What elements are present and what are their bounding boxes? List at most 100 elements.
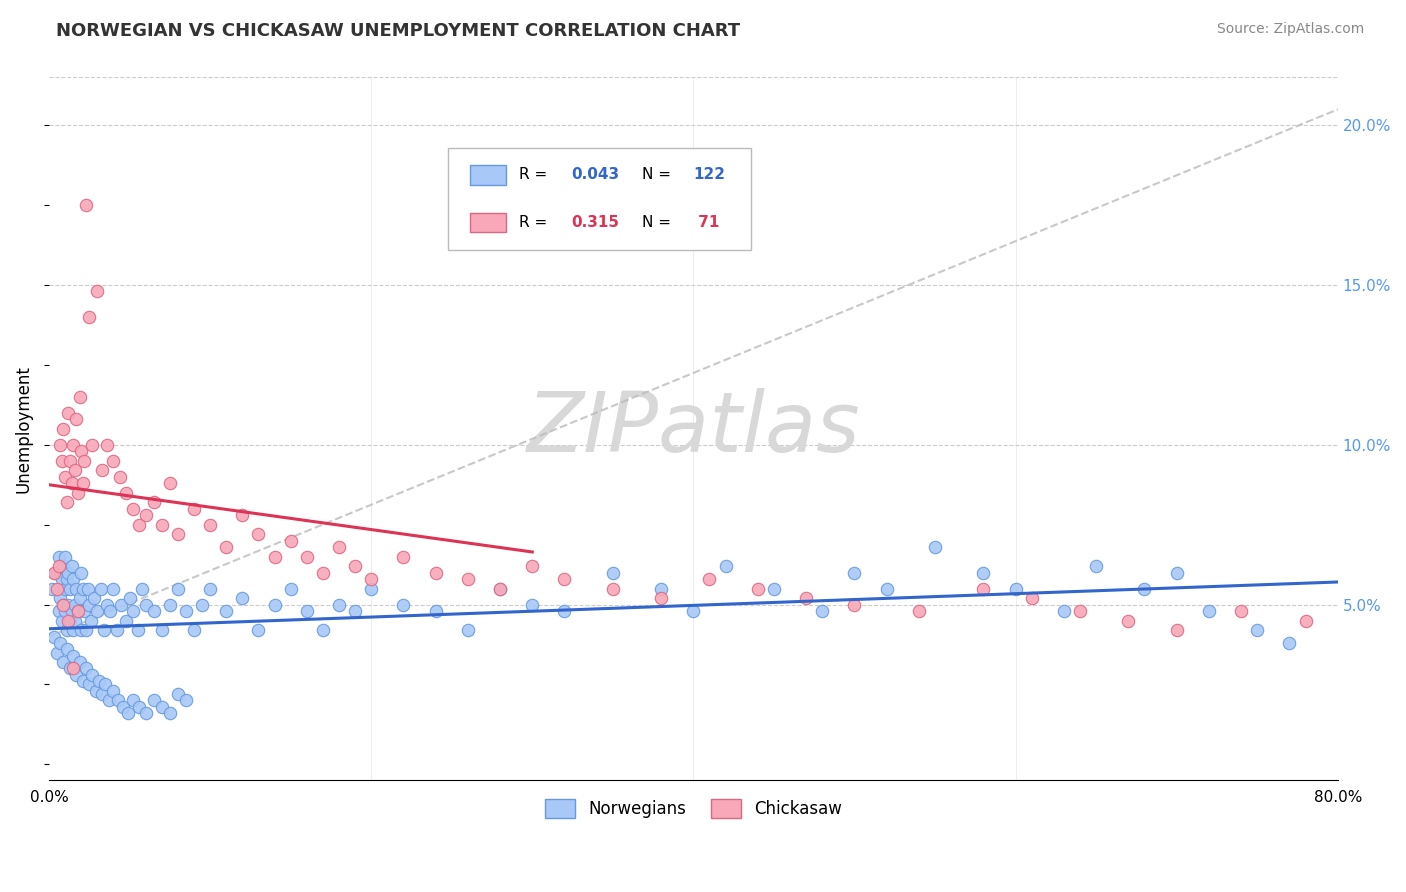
Point [553,572,575,586]
Point [66,604,89,618]
Point [53,470,76,484]
Point [86,604,108,618]
Point [77,310,100,324]
Point [183,501,205,516]
Point [63,598,86,612]
Point [263,598,285,612]
Point [489,582,512,596]
Point [105,623,128,637]
Point [84,683,107,698]
Y-axis label: Unemployment: Unemployment [15,365,32,492]
Point [198,517,221,532]
Point [166,687,188,701]
Point [108,470,131,484]
Point [231,591,253,606]
Point [247,623,270,637]
Point [908,604,931,618]
Point [115,485,138,500]
Point [166,582,188,596]
Point [62,438,84,452]
Point [425,604,447,618]
Point [44,566,66,580]
FancyBboxPatch shape [471,165,506,185]
Point [112,699,135,714]
Point [69,591,91,606]
Point [77,677,100,691]
Point [83,591,105,606]
Point [48,549,70,564]
Point [425,566,447,580]
Point [52,655,75,669]
Point [82,668,104,682]
Point [215,540,238,554]
Point [794,591,817,606]
Point [1085,559,1108,574]
Point [65,668,87,682]
Point [94,677,117,691]
Point [46,582,69,596]
Point [80,614,103,628]
Point [91,463,114,477]
Point [844,598,866,612]
Point [52,598,75,612]
Point [1230,604,1253,618]
Point [142,693,165,707]
Text: N =: N = [641,215,676,230]
Point [159,706,181,721]
Point [135,706,157,721]
Point [72,582,94,596]
Point [150,699,173,714]
Point [96,438,118,452]
Point [117,706,139,721]
Point [159,476,181,491]
Point [87,674,110,689]
Point [159,598,181,612]
Point [62,572,84,586]
Point [166,527,188,541]
Point [63,463,86,477]
Point [650,591,672,606]
Point [103,454,125,468]
Point [53,582,76,596]
Point [51,454,73,468]
Point [1069,604,1091,618]
Point [76,582,98,596]
Point [96,598,118,612]
Point [52,422,75,436]
Point [58,598,80,612]
Point [602,582,624,596]
Point [59,614,82,628]
Point [972,582,994,596]
Point [344,604,367,618]
Point [392,598,415,612]
Point [127,623,149,637]
Text: ZIPatlas: ZIPatlas [527,388,860,469]
Point [51,572,73,586]
Point [58,614,80,628]
FancyBboxPatch shape [471,212,506,232]
Point [312,566,335,580]
Point [972,566,994,580]
Point [69,655,91,669]
Point [121,693,143,707]
Point [811,604,834,618]
Text: R =: R = [519,168,553,183]
Point [762,582,785,596]
Text: 71: 71 [693,215,720,230]
Point [42,630,65,644]
Point [41,582,63,596]
Point [103,582,125,596]
Point [553,604,575,618]
Point [360,582,382,596]
Point [328,598,350,612]
Point [1166,566,1188,580]
Point [844,566,866,580]
Point [52,598,75,612]
Point [86,285,108,299]
Text: 122: 122 [693,168,725,183]
Point [191,598,214,612]
Point [75,623,97,637]
Point [46,646,69,660]
Point [1004,582,1026,596]
Point [247,527,270,541]
